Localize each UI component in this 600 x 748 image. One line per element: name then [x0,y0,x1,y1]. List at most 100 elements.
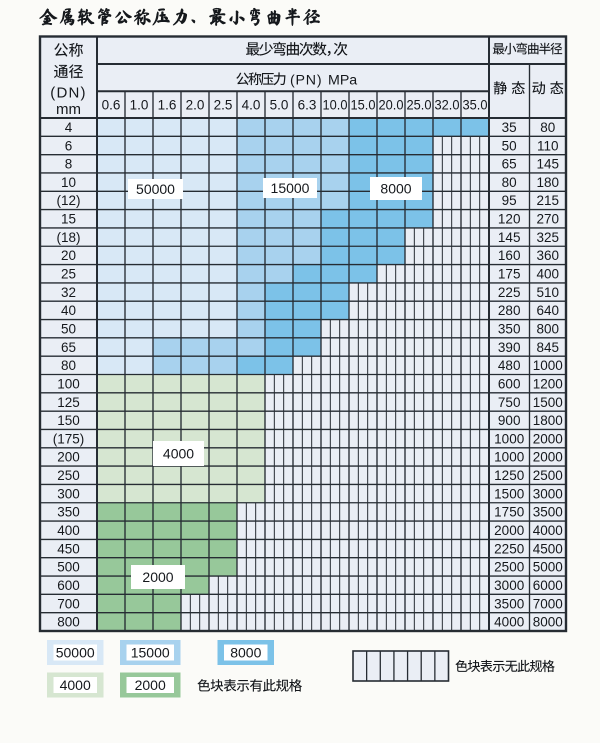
svg-text:8000: 8000 [230,645,261,661]
svg-text:3000: 3000 [494,578,524,593]
svg-text:1750: 1750 [494,505,524,520]
svg-text:2000: 2000 [494,523,524,538]
svg-text:600: 600 [57,578,80,593]
svg-text:1.0: 1.0 [130,98,149,113]
svg-text:500: 500 [57,560,80,575]
svg-text:0.6: 0.6 [102,98,121,113]
svg-text:7000: 7000 [533,596,563,611]
svg-text:2.5: 2.5 [214,98,233,113]
svg-text:390: 390 [498,340,521,355]
svg-text:35: 35 [502,120,517,135]
svg-text:2500: 2500 [494,560,524,575]
svg-text:300: 300 [57,486,80,501]
svg-text:800: 800 [57,615,80,630]
svg-text:225: 225 [498,285,521,300]
svg-text:145: 145 [498,230,521,245]
svg-text:4000: 4000 [60,677,91,693]
svg-text:8000: 8000 [533,615,563,630]
svg-text:270: 270 [537,212,560,227]
svg-text:200: 200 [57,450,80,465]
svg-text:10.0: 10.0 [323,98,348,113]
svg-text:32: 32 [61,285,76,300]
svg-text:1000: 1000 [494,450,524,465]
svg-text:1.6: 1.6 [158,98,177,113]
svg-text:1500: 1500 [533,395,563,410]
svg-text:1000: 1000 [494,431,524,446]
svg-text:400: 400 [537,267,560,282]
svg-text:25.0: 25.0 [407,98,432,113]
svg-text:32.0: 32.0 [435,98,460,113]
svg-text:8000: 8000 [380,181,411,197]
svg-text:2000: 2000 [135,677,166,693]
svg-text:600: 600 [498,377,521,392]
svg-text:1500: 1500 [494,486,524,501]
svg-text:(18): (18) [56,230,80,245]
svg-text:2250: 2250 [494,541,524,556]
svg-text:510: 510 [537,285,560,300]
svg-text:325: 325 [537,230,560,245]
svg-text:8: 8 [65,157,73,172]
svg-text:65: 65 [61,340,76,355]
svg-text:180: 180 [537,175,560,190]
svg-text:95: 95 [502,193,517,208]
svg-text:65: 65 [502,157,517,172]
svg-text:MPa: MPa [328,72,357,88]
svg-text:250: 250 [57,468,80,483]
svg-text:15.0: 15.0 [351,98,376,113]
svg-text:2000: 2000 [142,569,173,585]
svg-text:2500: 2500 [533,468,563,483]
svg-text:35.0: 35.0 [463,98,488,113]
svg-text:(DN): (DN) [50,85,86,102]
svg-text:2.0: 2.0 [186,98,205,113]
svg-text:480: 480 [498,358,521,373]
svg-text:6: 6 [65,138,73,153]
svg-text:6.3: 6.3 [298,98,317,113]
svg-text:900: 900 [498,413,521,428]
svg-text:2000: 2000 [533,450,563,465]
svg-text:25: 25 [61,267,76,282]
svg-text:15: 15 [61,212,76,227]
svg-text:15000: 15000 [131,645,170,661]
svg-text:350: 350 [498,322,521,337]
svg-text:4000: 4000 [533,523,563,538]
svg-text:20.0: 20.0 [379,98,404,113]
svg-text:1800: 1800 [533,413,563,428]
svg-text:50000: 50000 [56,645,95,661]
svg-text:280: 280 [498,303,521,318]
svg-text:4000: 4000 [494,615,524,630]
svg-text:800: 800 [537,322,560,337]
svg-text:50000: 50000 [136,181,175,197]
svg-text:100: 100 [57,377,80,392]
svg-text:1250: 1250 [494,468,524,483]
svg-text:(175): (175) [53,431,85,446]
svg-text:50: 50 [61,322,76,337]
svg-text:640: 640 [537,303,560,318]
svg-text:125: 125 [57,395,80,410]
svg-text:160: 160 [498,248,521,263]
svg-text:40: 40 [61,303,76,318]
svg-text:(12): (12) [56,193,80,208]
svg-text:5000: 5000 [533,560,563,575]
svg-text:175: 175 [498,267,521,282]
svg-text:450: 450 [57,541,80,556]
svg-text:50: 50 [502,138,517,153]
svg-text:4.0: 4.0 [242,98,261,113]
svg-text:3000: 3000 [533,486,563,501]
svg-text:5.0: 5.0 [270,98,289,113]
svg-text:80: 80 [61,358,76,373]
svg-text:750: 750 [498,395,521,410]
svg-text:700: 700 [57,596,80,611]
svg-text:2000: 2000 [533,431,563,446]
svg-text:10: 10 [61,175,76,190]
svg-text:4000: 4000 [163,446,194,462]
svg-text:360: 360 [537,248,560,263]
svg-text:400: 400 [57,523,80,538]
svg-text:350: 350 [57,505,80,520]
svg-text:150: 150 [57,413,80,428]
svg-text:3500: 3500 [533,505,563,520]
svg-text:215: 215 [537,193,560,208]
svg-text:mm: mm [56,101,81,118]
svg-text:120: 120 [498,212,521,227]
svg-text:80: 80 [540,120,555,135]
svg-text:1200: 1200 [533,377,563,392]
